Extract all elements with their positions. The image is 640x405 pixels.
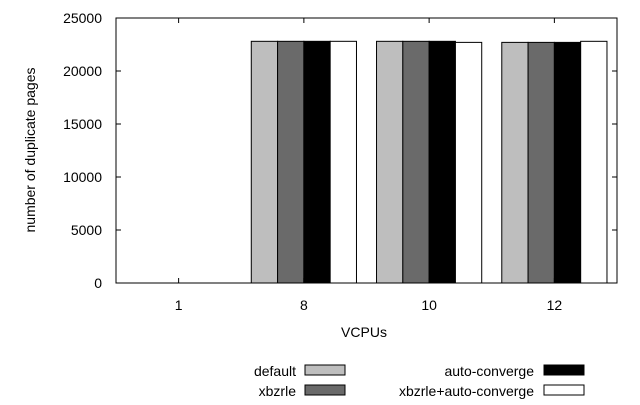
- y-tick-label: 0: [94, 275, 102, 291]
- bar-xbzrle-8: [277, 40, 305, 284]
- y-tick-label: 20000: [63, 63, 102, 79]
- x-tick-label: 8: [300, 297, 308, 313]
- legend-swatch: [304, 364, 346, 376]
- plot-frame: [115, 17, 618, 284]
- bar-xbzrle-auto-converge-8: [329, 40, 357, 284]
- x-tick-label: 10: [421, 297, 437, 313]
- x-tick-label: 12: [547, 297, 563, 313]
- bar-auto-converge-12: [553, 41, 582, 284]
- x-axis-label: VCPUs: [341, 324, 387, 340]
- legend-label: xbzrle: [259, 383, 297, 399]
- legend-swatch: [304, 384, 346, 396]
- bar-xbzrle-12: [527, 41, 555, 284]
- x-axis: 1 8 10 12: [175, 18, 563, 313]
- y-axis: 0 5000 10000 15000 20000 25000: [63, 10, 617, 291]
- y-tick-label: 5000: [71, 222, 102, 238]
- bar-default-10: [376, 40, 404, 284]
- bars-layer: [250, 40, 608, 284]
- legend-label: default: [254, 363, 296, 379]
- bar-default-8: [250, 40, 279, 284]
- bar-default-12: [501, 41, 529, 284]
- bar-xbzrle-auto-converge-10: [454, 41, 483, 284]
- bar-auto-converge-8: [303, 40, 331, 284]
- bar-auto-converge-10: [428, 40, 456, 284]
- y-tick-label: 25000: [63, 10, 102, 26]
- x-tick-label: 1: [175, 297, 183, 313]
- bar-xbzrle-auto-converge-12: [580, 40, 608, 284]
- bar-xbzrle-10: [402, 40, 430, 284]
- y-tick-label: 10000: [63, 169, 102, 185]
- y-axis-label: number of duplicate pages: [22, 68, 38, 233]
- legend-swatch: [543, 384, 585, 396]
- y-tick-label: 15000: [63, 116, 102, 132]
- legend: default xbzrle auto-converge xbzrle+auto-co…: [254, 363, 585, 399]
- legend-label: xbzrle+auto-converge: [399, 383, 534, 399]
- legend-swatch: [543, 364, 585, 376]
- legend-label: auto-converge: [444, 363, 534, 379]
